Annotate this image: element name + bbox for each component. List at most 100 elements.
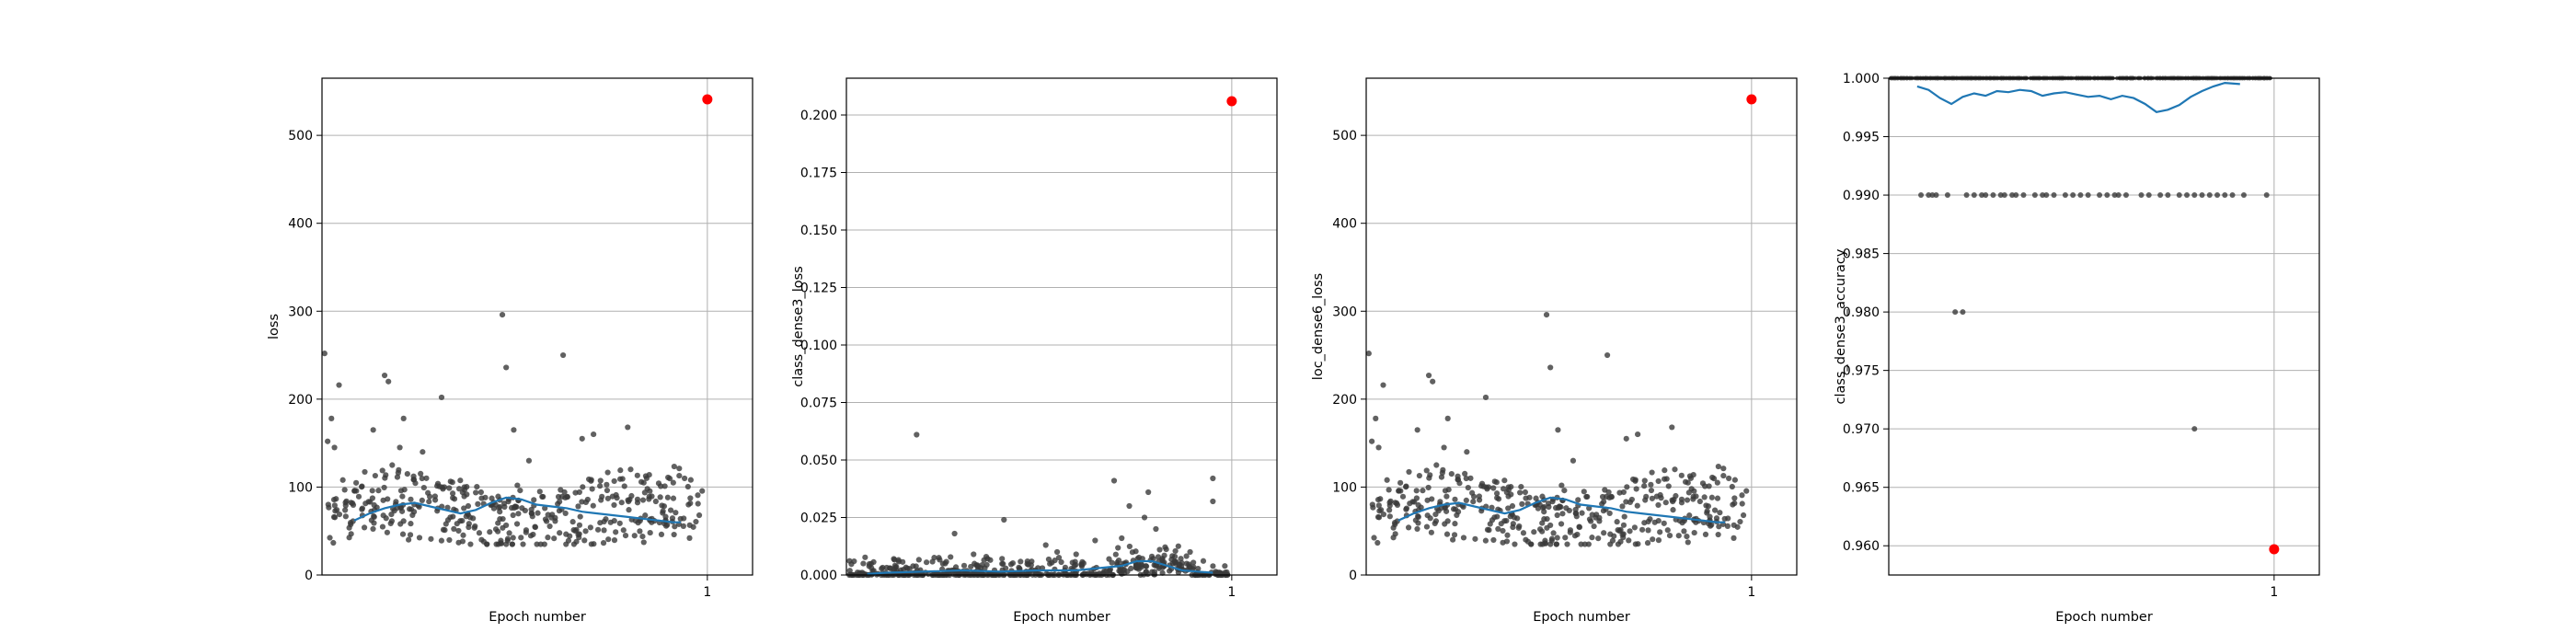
x-axis-label: Epoch number [1533, 610, 1630, 625]
data-point [611, 477, 617, 485]
data-point [582, 528, 589, 535]
data-point [564, 493, 570, 500]
y-tick-label: 0.025 [800, 512, 837, 526]
data-point [1441, 444, 1447, 451]
data-point [1112, 551, 1119, 558]
data-point [388, 518, 396, 524]
data-point [634, 496, 641, 502]
data-point [1729, 483, 1735, 490]
data-point [408, 496, 414, 502]
data-point [1533, 495, 1539, 501]
data-point [1377, 496, 1384, 502]
data-point [384, 529, 390, 535]
data-point [659, 502, 665, 509]
data-point [1670, 498, 1676, 505]
data-point [617, 467, 624, 474]
data-point [1460, 535, 1467, 541]
data-point [662, 523, 670, 529]
y-tick-label: 0.050 [800, 454, 837, 468]
data-point [862, 554, 868, 560]
data-point [1375, 444, 1382, 451]
data-point [951, 530, 958, 537]
data-point [327, 535, 333, 541]
data-point [336, 512, 343, 518]
data-point [1963, 192, 1970, 199]
data-point [1145, 489, 1152, 496]
data-point [1606, 510, 1613, 517]
data-point [870, 568, 877, 574]
data-point [508, 504, 515, 512]
data-point [1424, 497, 1431, 503]
data-point [459, 489, 466, 496]
data-point [1737, 518, 1743, 525]
data-point [1547, 522, 1554, 529]
data-point [1522, 489, 1528, 496]
data-point [1720, 472, 1727, 479]
data-point [1731, 522, 1737, 528]
data-point [687, 477, 694, 483]
data-point [531, 497, 537, 503]
data-point [1448, 470, 1455, 477]
data-point [1415, 512, 1421, 520]
data-point [2013, 192, 2019, 199]
data-point [490, 505, 498, 512]
data-point [480, 538, 488, 545]
data-point [1648, 487, 1655, 494]
data-point [1543, 311, 1550, 318]
data-point [1933, 192, 1939, 199]
data-point [584, 496, 591, 503]
data-point [530, 531, 536, 538]
y-tick-label: 0.125 [800, 282, 837, 296]
data-point [1707, 523, 1714, 529]
data-point [1706, 483, 1712, 489]
data-point [1442, 521, 1448, 527]
data-point [597, 477, 604, 484]
y-tick-label: 0.995 [1843, 131, 1880, 145]
data-point [473, 489, 479, 496]
y-tick-label: 0 [305, 569, 313, 583]
data-point [1929, 192, 1936, 199]
data-point [1544, 515, 1550, 523]
data-points [1365, 311, 1750, 547]
data-point [1716, 523, 1722, 530]
data-point [1648, 481, 1654, 488]
data-point [353, 479, 360, 486]
data-point [1670, 507, 1676, 513]
data-point [1440, 466, 1446, 473]
data-point [611, 537, 618, 544]
data-point [489, 495, 495, 501]
data-point [1714, 495, 1721, 501]
axes-frame [321, 77, 753, 576]
data-point [870, 558, 877, 565]
data-point [1503, 489, 1510, 496]
data-point [641, 489, 648, 496]
data-point [879, 565, 885, 572]
data-point [1608, 493, 1615, 500]
data-point [371, 520, 377, 526]
data-point [330, 513, 338, 521]
y-tick-label: 500 [1332, 129, 1357, 144]
data-point [640, 479, 647, 486]
data-point [534, 541, 540, 547]
y-tick-label: 0.075 [800, 397, 837, 411]
data-point [399, 531, 407, 537]
data-point [1161, 552, 1167, 558]
data-point [987, 557, 994, 563]
data-point [2165, 192, 2171, 199]
data-point [1666, 533, 1673, 539]
data-point [1641, 483, 1648, 489]
data-point [556, 508, 563, 514]
data-point [1162, 544, 1168, 550]
data-point [671, 531, 677, 538]
data-point [400, 415, 407, 421]
data-point [1405, 524, 1412, 531]
data-point [999, 560, 1006, 567]
data-point [2001, 192, 2007, 199]
data-point [627, 466, 634, 473]
data-point [341, 487, 348, 493]
data-point [1596, 518, 1603, 524]
data-point [1731, 477, 1738, 483]
data-point [466, 521, 472, 527]
data-point [1451, 532, 1458, 538]
